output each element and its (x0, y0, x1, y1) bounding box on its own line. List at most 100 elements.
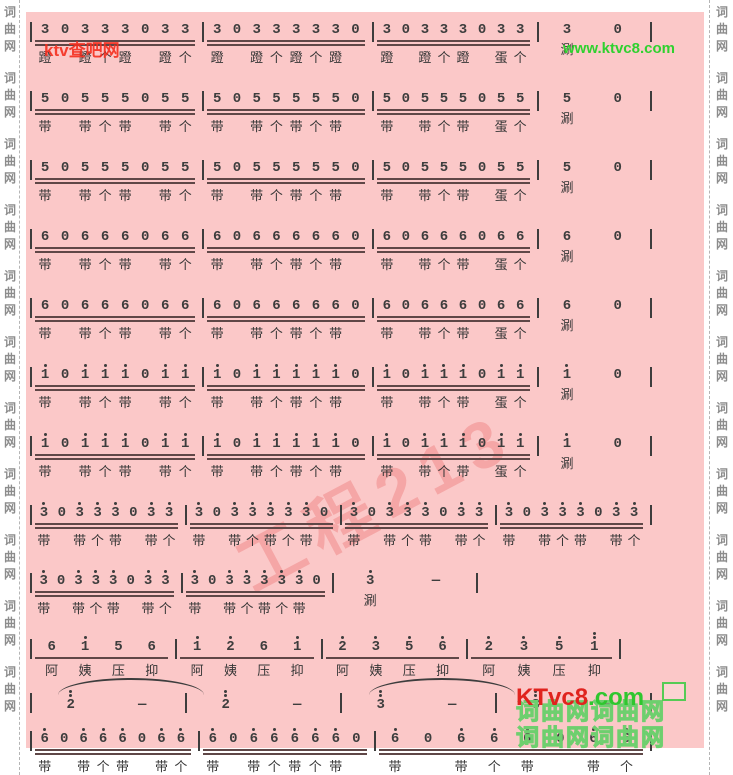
octave-dot (94, 570, 98, 573)
note: 6 (453, 290, 472, 314)
note-digit: 1 (291, 436, 301, 452)
lyric-char (135, 257, 155, 273)
note: 3 (105, 565, 122, 589)
note-digit: 6 (331, 229, 340, 245)
note-digit: 5 (181, 91, 190, 107)
side-text-char: 词 (3, 665, 16, 679)
lyric-char: 带 (206, 759, 220, 774)
lyric-char: 个 (178, 257, 192, 272)
lyric-char: 带 (289, 395, 303, 410)
lyric-char: 蹬 (78, 50, 92, 65)
octave-dots (252, 723, 256, 731)
note-digit: 3 (349, 505, 359, 521)
side-text-char: 网 (3, 105, 16, 119)
octave-dot (543, 502, 547, 505)
note: 6 (326, 290, 346, 314)
lyric-char: 带 (118, 395, 132, 410)
note: 0 (396, 14, 415, 38)
note-digit: 1 (252, 436, 261, 452)
side-text-char: 曲 (3, 616, 16, 630)
note: 3 (500, 497, 518, 521)
lyric-char (592, 249, 643, 265)
lyric-char (346, 759, 367, 775)
note: 0 (55, 14, 75, 38)
note: 6 (286, 221, 306, 245)
lyric-char (227, 257, 247, 273)
note: 3 (139, 565, 156, 589)
octave-dot (78, 502, 82, 505)
lyric-char: 带 (144, 533, 158, 548)
note-digit: 5 (80, 160, 90, 176)
sixteenth-beam (202, 749, 367, 751)
octave-dot (149, 502, 153, 505)
side-text-group: 词曲网 (4, 532, 16, 583)
note-digit: 1 (496, 436, 506, 452)
note: 6 (75, 290, 95, 314)
lyric-char: 个 (619, 759, 633, 774)
note: 5 (306, 152, 326, 176)
lyric-char: 个 (472, 533, 486, 548)
note-digit: 0 (137, 731, 147, 747)
lyric-char: 个 (513, 188, 527, 203)
note-digit: — (138, 697, 147, 713)
note-digit: 3 (496, 22, 506, 38)
note-digit: — (603, 697, 612, 713)
octave-dot (179, 728, 183, 731)
side-text-char: 曲 (715, 550, 728, 564)
lyrics-row: 涮 (542, 180, 643, 196)
note-digit: 0 (312, 573, 321, 589)
note: 1 (377, 428, 396, 452)
side-text-char: 网 (3, 435, 16, 449)
octave-dots (94, 565, 98, 573)
note-digit: 6 (331, 298, 340, 314)
octave-dot (280, 570, 284, 573)
note: 1 (306, 359, 326, 383)
sixteenth-beam (207, 113, 366, 115)
note-digit: 0 (59, 731, 69, 747)
note-digit: 0 (401, 367, 411, 383)
lyric-char: 带 (38, 326, 52, 341)
octave-dots (499, 359, 503, 367)
note: 3 (35, 497, 53, 521)
note-digit: 3 (385, 505, 394, 521)
note: 0 (473, 14, 492, 38)
note-digit: 0 (367, 505, 377, 521)
note: 6 (113, 723, 132, 747)
octave-dots (565, 359, 569, 367)
lyric-char: 蛋 (494, 464, 508, 479)
sixteenth-beam (35, 320, 196, 322)
side-text-char: 曲 (3, 286, 16, 300)
lyric-char (227, 395, 247, 411)
octave-dot (123, 364, 127, 367)
barline (536, 229, 539, 249)
octave-dots (43, 723, 47, 731)
lyric-char: 姨 (223, 663, 237, 678)
octave-dots (314, 359, 318, 367)
octave-dot (195, 636, 199, 639)
note-digit: 5 (212, 160, 222, 176)
note-digit: 3 (225, 573, 234, 589)
right-margin-watermark-column: 词曲网词曲网词曲网词曲网词曲网词曲网词曲网词曲网词曲网词曲网词曲网 (714, 4, 730, 730)
sixteenth-beam (500, 523, 643, 525)
lyric-char: 带 (456, 119, 470, 134)
note-digit: 1 (331, 367, 340, 383)
note: 0 (53, 497, 71, 521)
octave-dots (624, 723, 628, 731)
note: 5 (393, 631, 426, 655)
note: 3 (377, 14, 396, 38)
note: 5 (377, 152, 396, 176)
lyric-char: 个 (309, 119, 323, 134)
note: 3 (262, 497, 280, 521)
octave-dot (385, 433, 389, 436)
lyric-char: 抑 (587, 663, 601, 678)
sixteenth-beam (35, 182, 196, 184)
sixteenth-beam (207, 316, 366, 318)
octave-dots (393, 723, 397, 731)
lyric-char: 个 (627, 533, 641, 548)
